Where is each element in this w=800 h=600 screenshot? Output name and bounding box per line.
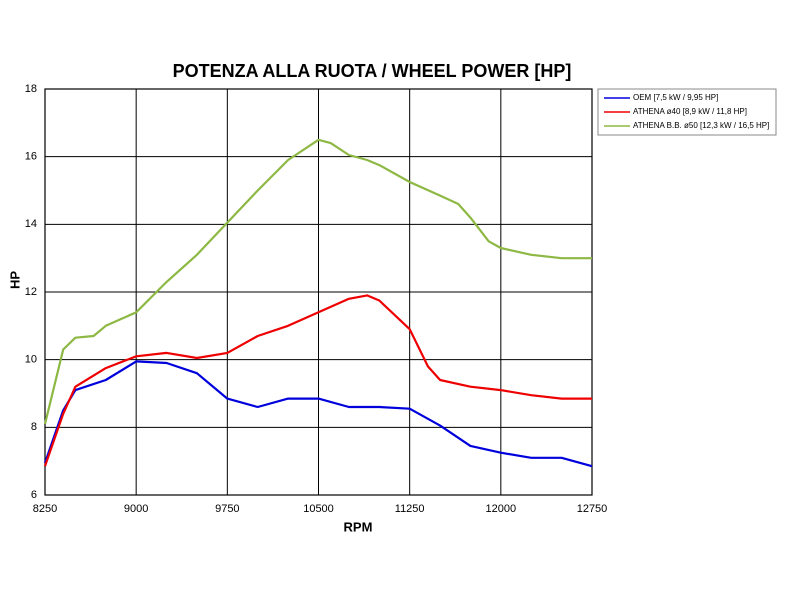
y-axis-title: HP — [7, 271, 22, 289]
x-tick-label: 8250 — [33, 503, 57, 515]
plot-frame — [44, 88, 593, 496]
y-tick-label: 10 — [25, 354, 37, 366]
y-tick-label: 14 — [25, 218, 37, 230]
y-tick-label: 6 — [31, 489, 37, 501]
legend-label: ATHENA ø40 [8,9 kW / 11,8 HP] — [633, 107, 747, 116]
y-tick-label: 18 — [25, 83, 37, 95]
y-tick-label: 8 — [31, 421, 37, 433]
y-tick-label: 16 — [25, 151, 37, 163]
x-tick-label: 9750 — [215, 503, 239, 515]
series-line — [43, 294, 592, 467]
x-tick-label: 12750 — [577, 503, 608, 515]
legend-label: OEM [7,5 kW / 9,95 HP] — [633, 93, 718, 102]
series-line — [43, 360, 593, 468]
x-tick-label: 9000 — [124, 503, 148, 515]
x-tick-label: 11250 — [395, 503, 425, 515]
x-tick-label: 12000 — [486, 503, 517, 515]
x-axis-title: RPM — [344, 519, 373, 534]
legend-label: ATHENA B.B. ø50 [12,3 kW / 16,5 HP] — [633, 121, 769, 130]
x-tick-label: 10500 — [303, 503, 334, 515]
y-tick-label: 12 — [25, 286, 37, 298]
chart-title: POTENZA ALLA RUOTA / WHEEL POWER [HP] — [173, 61, 572, 81]
series-line — [43, 138, 592, 425]
